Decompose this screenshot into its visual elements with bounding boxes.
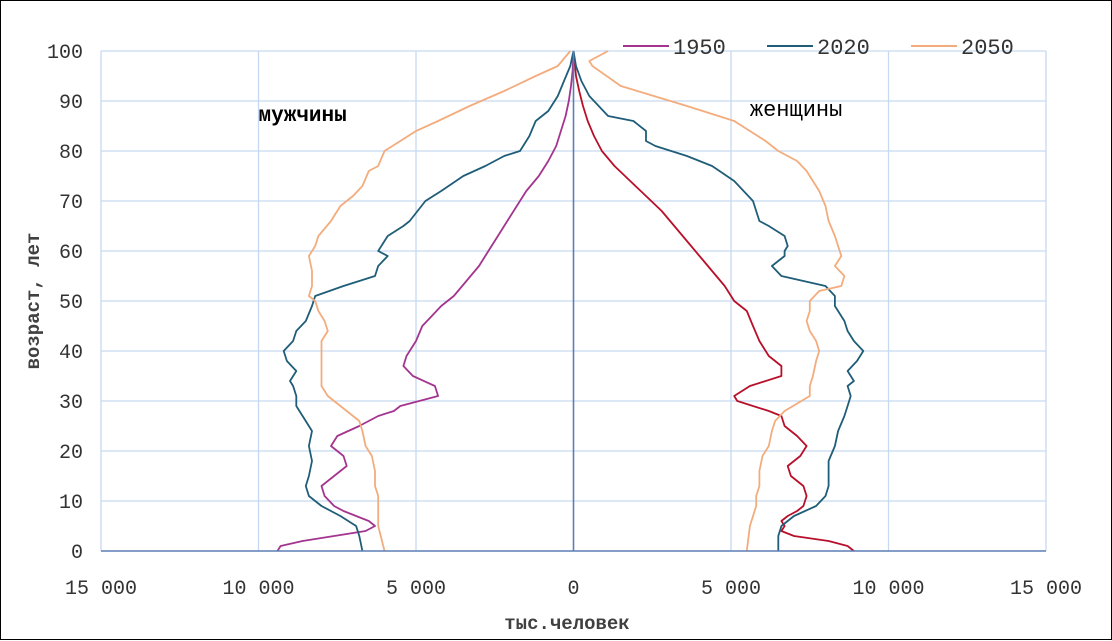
series-line-2020-male bbox=[282, 50, 575, 552]
legend: 1950 2020 2050 bbox=[623, 36, 1014, 61]
x-tick-label: 5 000 bbox=[701, 578, 761, 601]
y-tick-label: 60 bbox=[59, 242, 83, 265]
series-line-1950-male bbox=[276, 50, 575, 552]
legend-label-1950: 1950 bbox=[673, 36, 726, 61]
y-tick-label: 20 bbox=[59, 442, 83, 465]
y-tick-label: 10 bbox=[59, 492, 83, 515]
series-line-1950-female bbox=[572, 50, 855, 552]
y-tick-label: 0 bbox=[71, 542, 83, 565]
x-tick-label: 10 000 bbox=[852, 578, 924, 601]
x-tick-label: 5 000 bbox=[386, 578, 446, 601]
series-line-2050-male bbox=[307, 50, 571, 552]
y-tick-label: 30 bbox=[59, 392, 83, 415]
tick-labels: 0 10 20 30 40 50 60 70 80 90 100 15 000 10 000 5 000 0… bbox=[47, 42, 1082, 601]
y-axis-title: возраст, лет bbox=[23, 233, 45, 370]
axes bbox=[101, 51, 1046, 552]
y-tick-label: 80 bbox=[59, 142, 83, 165]
annotation-label: мужчины bbox=[259, 105, 347, 128]
legend-label-2050: 2050 bbox=[961, 36, 1014, 61]
annotations: мужчины женщины bbox=[259, 98, 843, 128]
x-tick-label: 15 000 bbox=[1010, 578, 1082, 601]
y-tick-label: 50 bbox=[59, 292, 83, 315]
x-tick-label: 15 000 bbox=[65, 578, 137, 601]
y-tick-label: 40 bbox=[59, 342, 83, 365]
x-tick-label: 10 000 bbox=[222, 578, 294, 601]
y-tick-label: 70 bbox=[59, 192, 83, 215]
x-tick-label: 0 bbox=[567, 578, 579, 601]
series-line-2020-female bbox=[572, 50, 865, 551]
legend-label-2020: 2020 bbox=[817, 36, 870, 61]
y-tick-label: 90 bbox=[59, 92, 83, 115]
y-tick-label: 100 bbox=[47, 42, 83, 65]
annotation-label: женщины bbox=[750, 98, 842, 123]
series-lines bbox=[276, 50, 865, 552]
x-axis-title: тыс.человек bbox=[504, 613, 629, 635]
series-line-2050-female bbox=[588, 50, 846, 552]
